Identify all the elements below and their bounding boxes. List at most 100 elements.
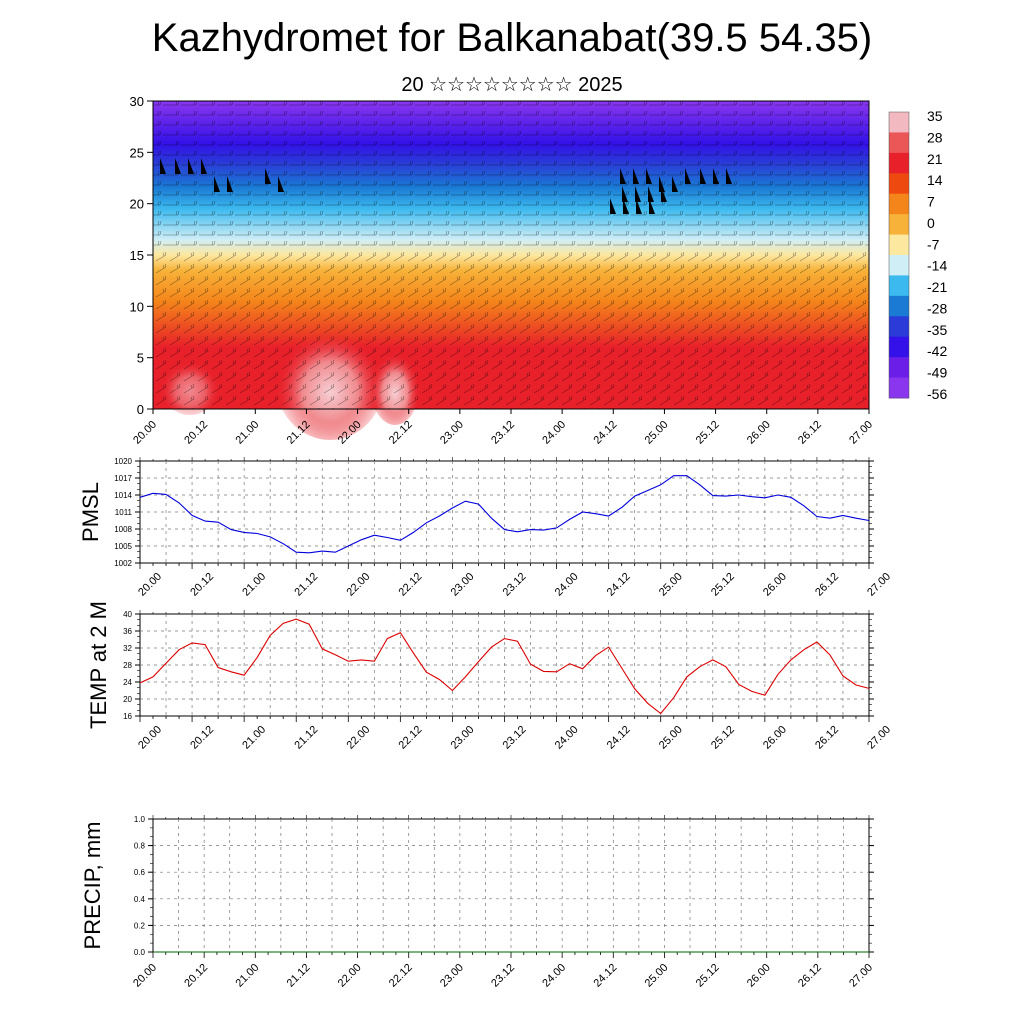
x-tick-label: 24.00 [553,724,581,752]
y-tick-label: 20 [123,695,132,704]
x-tick-label: 26.12 [796,962,824,990]
colorbar-swatch [889,275,909,297]
colorbar-label: 28 [927,129,943,145]
colorbar-label: 35 [927,108,943,124]
colorbar-label: 7 [927,194,935,210]
colorbar-frame [888,111,910,399]
heatmap-x-tick-label: 25.12 [694,419,722,447]
y-tick-label: 1011 [115,508,133,517]
x-tick-label: 24.00 [540,962,568,990]
y-axis-label: PMSL [78,482,103,542]
x-tick-label: 23.12 [489,962,517,990]
x-tick-label: 21.12 [292,571,320,599]
colorbar: 35 28 21 14 7 0 -7 -14 -21 -28 -35 -42 -49 -56 [888,108,947,402]
pmsl-panel: 1002 1005 1008 1011 1014 1017 1020 20.00 20.12 21… [78,457,893,599]
heatmap-x-tick-label: 27.00 [847,419,875,447]
x-tick-label: 23.00 [449,571,477,599]
x-tick-label: 21.12 [285,962,313,990]
heatmap-y-tick-label: 10 [130,299,144,314]
wind-flag [188,158,194,174]
x-tick-label: 20.12 [188,724,216,752]
x-tick-label: 20.00 [136,724,164,752]
heatmap-x-tick-label: 21.00 [233,419,261,447]
colorbar-label: -35 [927,322,947,338]
x-tick-label: 20.12 [188,571,216,599]
y-tick-label: 0.4 [134,895,146,904]
y-tick-label: 1008 [114,525,132,534]
x-tick-label: 24.12 [591,962,619,990]
heatmap-x-tick-label: 24.00 [540,419,568,447]
x-tick-label: 27.00 [865,724,893,752]
x-tick-label: 27.00 [847,962,875,990]
colorbar-swatch [889,214,909,236]
heatmap-y-axis: 0 5 10 15 20 25 30 [130,94,153,417]
y-tick-label: 0.2 [134,921,146,930]
wind-flag [227,176,233,192]
y-tick-label: 1.0 [134,815,146,824]
y-tick-label: 1005 [114,542,132,551]
heatmap-x-tick-label: 26.00 [745,419,773,447]
wind-barbs-upper [153,101,869,251]
colorbar-label: -42 [927,343,947,359]
heatmap-y-tick-label: 5 [137,351,144,366]
chart-subtitle: 20 ☆☆☆☆☆☆☆☆ 2025 [401,74,623,96]
wind-flag [160,158,166,174]
x-tick-label: 25.00 [657,724,685,752]
temp2m-panel: 16 20 24 28 32 36 40 20.00 20.12 21.00 21.12 22.00 2… [86,601,893,752]
y-tick-label: 28 [123,661,132,670]
wind-flag [672,176,678,192]
x-tick-label: 20.00 [136,571,164,599]
wind-flag [265,168,271,184]
x-tick-label: 22.00 [344,724,372,752]
x-tick-label: 21.00 [240,724,268,752]
x-tick-label: 26.00 [761,724,789,752]
y-tick-label: 36 [123,627,132,636]
heatmap-x-tick-label: 23.12 [489,419,517,447]
x-tick-label: 22.12 [397,724,425,752]
colorbar-swatch [889,316,909,338]
precip-panel: 0.0 0.2 0.4 0.6 0.8 1.0 20.00 20.12 21.00 21.12 22… [80,815,875,990]
colorbar-label: 0 [927,215,935,231]
wind-flag [201,158,207,174]
y-tick-label: 16 [123,712,132,721]
colorbar-swatch [889,234,909,256]
x-tick-label: 23.00 [438,962,466,990]
colorbar-swatch [889,357,909,379]
x-tick-label: 24.12 [605,724,633,752]
colorbar-label: -14 [927,258,947,274]
x-tick-label: 21.00 [233,962,261,990]
colorbar-swatch [889,295,909,317]
wind-flag [649,198,655,214]
colorbar-label: -21 [927,279,947,295]
x-tick-label: 26.00 [745,962,773,990]
colorbar-swatch [889,132,909,154]
x-tick-label: 22.12 [387,962,415,990]
heatmap-x-axis: 20.00 20.12 21.00 21.12 22.00 22.12 23.00 23.12… [131,409,875,447]
x-tick-label: 23.00 [449,724,477,752]
colorbar-label: -56 [927,386,947,402]
wind-flag [661,186,667,202]
x-tick-label: 21.00 [240,571,268,599]
y-tick-label: 40 [123,610,132,619]
x-tick-label: 25.12 [694,962,722,990]
heatmap-y-tick-label: 20 [130,197,144,212]
wind-flag [633,168,639,184]
x-tick-label: 26.12 [813,571,841,599]
y-tick-label: 1014 [114,491,132,500]
x-tick-label: 26.12 [813,724,841,752]
colorbar-swatch [889,112,909,133]
wind-flag [700,168,706,184]
wind-flag [726,168,732,184]
wind-flag [685,168,691,184]
wind-barbs-lower [153,251,869,409]
y-tick-label: 0.6 [134,868,146,877]
wind-flag [713,168,719,184]
colorbar-label: -7 [927,236,940,252]
heatmap-x-tick-label: 23.00 [438,419,466,447]
y-axis-label: TEMP at 2 M [86,601,111,729]
x-tick-label: 25.12 [709,571,737,599]
x-tick-label: 27.00 [865,571,893,599]
x-tick-label: 24.00 [553,571,581,599]
wind-flag [214,176,220,192]
